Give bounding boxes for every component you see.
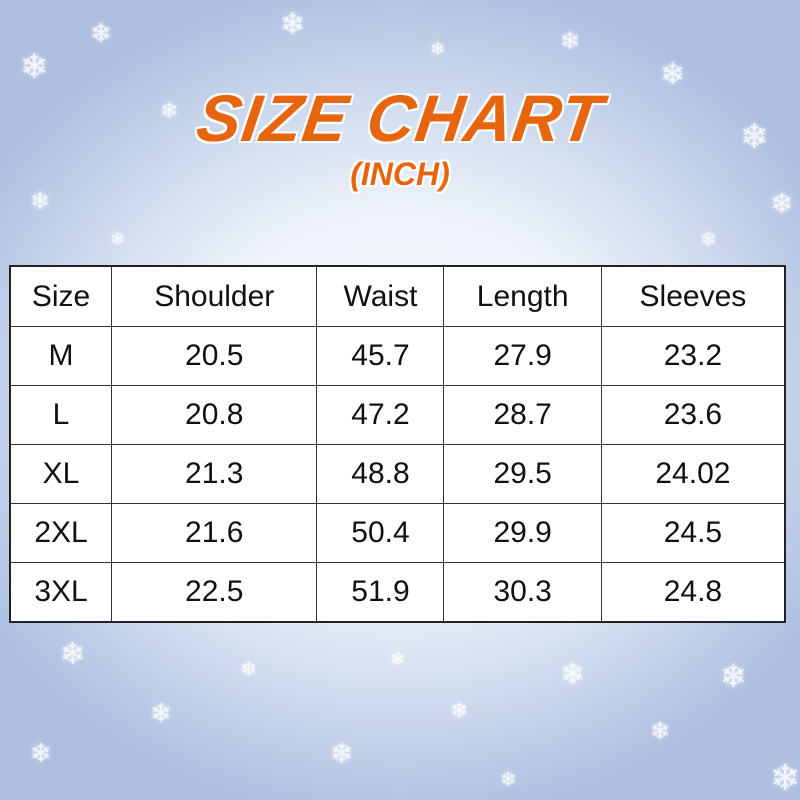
table-cell: 21.3 (111, 444, 318, 504)
table-cell: 2XL (9, 503, 113, 563)
snowflake-icon: ❄ (20, 48, 49, 86)
snowflake-icon: ❄ (430, 39, 446, 59)
table-cell: 23.2 (600, 326, 786, 386)
table-row: M 20.5 45.7 27.9 23.2 (9, 326, 786, 386)
snowflake-icon: ❄ (30, 188, 51, 215)
snowflake-icon: ❄ (390, 649, 406, 669)
size-chart-table: Size Shoulder Waist Length Sleeves M 20.5 45.7… (9, 265, 786, 623)
snowflake-icon: ❄ (450, 698, 469, 723)
table-cell: 23.6 (600, 385, 786, 445)
table-row: 3XL 22.5 51.9 30.3 24.8 (9, 562, 786, 623)
table-row: XL 21.3 48.8 29.5 24.02 (9, 444, 786, 504)
column-header: Shoulder (111, 265, 318, 327)
table-cell: 29.5 (443, 444, 602, 504)
table-cell: 45.7 (316, 326, 445, 386)
table-cell: 24.8 (600, 562, 786, 623)
column-header: Size (9, 265, 113, 327)
table-cell: 20.5 (111, 326, 318, 386)
page-title: SIZE CHART (192, 81, 608, 155)
table-cell: 47.2 (316, 385, 445, 445)
snowflake-icon: ❄ (560, 658, 586, 691)
snowflake-icon: ❄ (60, 638, 86, 671)
table-cell: 24.02 (600, 444, 786, 504)
table-cell: 29.9 (443, 503, 602, 563)
snowflake-icon: ❄ (660, 58, 686, 91)
snowflake-icon: ❄ (650, 718, 671, 745)
table-cell: 51.9 (316, 562, 445, 623)
snowflake-icon: ❄ (740, 118, 769, 156)
snowflake-icon: ❄ (110, 229, 126, 249)
snowflake-icon: ❄ (150, 698, 172, 728)
snowflake-icon: ❄ (90, 18, 112, 48)
table-cell: 21.6 (111, 503, 318, 563)
snowflake-icon: ❄ (560, 28, 581, 55)
table-header-row: Size Shoulder Waist Length Sleeves (9, 265, 786, 327)
snowflake-icon: ❄ (30, 738, 52, 768)
table-row: 2XL 21.6 50.4 29.9 24.5 (9, 503, 786, 563)
column-header: Length (443, 265, 602, 327)
table-cell: 28.7 (443, 385, 602, 445)
snowflake-icon: ❄ (720, 658, 747, 694)
snowflake-icon: ❄ (500, 769, 517, 791)
column-header: Waist (316, 265, 445, 327)
snowflake-icon: ❄ (240, 659, 257, 681)
column-header: Sleeves (600, 265, 786, 327)
snowflake-icon: ❄ (160, 98, 179, 123)
table-cell: 22.5 (111, 562, 318, 623)
table-row: L 20.8 47.2 28.7 23.6 (9, 385, 786, 445)
table-cell: L (9, 385, 113, 445)
page-subtitle: (INCH) (350, 156, 450, 192)
snowflake-icon: ❄ (770, 757, 800, 798)
table-cell: 48.8 (316, 444, 445, 504)
snowflake-icon: ❄ (770, 188, 794, 219)
snowflake-icon: ❄ (330, 738, 354, 769)
table-cell: 30.3 (443, 562, 602, 623)
table-cell: 24.5 (600, 503, 786, 563)
table-cell: XL (9, 444, 113, 504)
table-cell: 50.4 (316, 503, 445, 563)
table-cell: 27.9 (443, 326, 602, 386)
snowflake-icon: ❄ (280, 8, 306, 41)
table-cell: M (9, 326, 113, 386)
snowflake-icon: ❄ (700, 229, 717, 251)
table-cell: 20.8 (111, 385, 318, 445)
table-cell: 3XL (9, 562, 113, 623)
